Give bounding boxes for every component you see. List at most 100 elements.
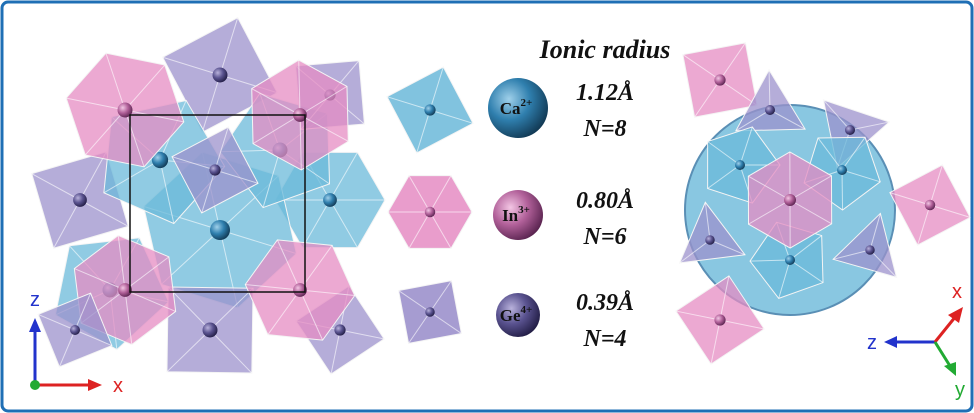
arrow-head [884, 336, 897, 348]
ion-sphere [488, 78, 548, 138]
atom [785, 255, 795, 265]
ion-sphere [493, 190, 543, 240]
polyhedron-edge [299, 85, 348, 116]
polyhedron-edge [219, 17, 239, 76]
polyhedron-edge [276, 239, 301, 291]
polyhedron-edge [339, 329, 385, 340]
polyhedron-edge [124, 256, 170, 291]
polyhedron-edge [299, 114, 349, 142]
polyhedron-edge [166, 329, 211, 373]
polyhedron-edge [329, 199, 358, 248]
atom [209, 164, 221, 176]
polyhedron-edge [869, 213, 881, 251]
polyhedron-edge [429, 66, 444, 111]
atom [202, 322, 218, 338]
polyhedron-edge [416, 109, 431, 154]
polyhedron-edge [429, 280, 452, 313]
polyhedron-edge [429, 311, 462, 334]
ionic-radius: 0.80Å [576, 188, 634, 214]
atom [865, 245, 875, 255]
polyhedron-edge [929, 204, 971, 218]
arrow-head [88, 379, 102, 391]
polyhedron-edge [817, 137, 843, 171]
polyhedron-edge [105, 52, 126, 111]
polyhedron-edge [386, 96, 431, 111]
polyhedron-edge [710, 319, 721, 365]
ionic-radius: 0.39Å [576, 290, 634, 316]
polyhedron-edge [302, 199, 331, 248]
polyhedron-edge [408, 211, 431, 249]
ion-charge: 4+ [521, 304, 533, 316]
polyhedron-edge [159, 159, 175, 224]
polyhedron-edge [429, 211, 452, 249]
polyhedron-edge [675, 310, 721, 321]
ion-label: Ca2+ [500, 97, 533, 118]
arrow-head [944, 362, 956, 376]
atom [845, 125, 855, 135]
ion-label: Ge4+ [500, 304, 533, 325]
ion-symbol: Ca [500, 99, 521, 118]
polyhedron-edge [841, 169, 881, 183]
polyhedron-edge [719, 275, 730, 321]
atom [765, 105, 775, 115]
polyhedron-edge [707, 141, 741, 166]
atom [714, 74, 726, 86]
polyhedron-edge [251, 88, 301, 116]
polyhedron-edge [789, 199, 832, 225]
polyhedron-edge [84, 109, 126, 156]
ion-sphere [496, 293, 540, 337]
atom [784, 194, 796, 206]
polyhedron-edge [74, 329, 113, 347]
polyhedron-edge [209, 287, 254, 331]
polyhedron-edge [739, 126, 753, 166]
polyhedron-edge [167, 286, 211, 331]
polyhedron-edge [833, 249, 871, 260]
polyhedron [734, 69, 806, 132]
legend-title: Ionic radius [539, 35, 671, 64]
polyhedron-edge [719, 79, 758, 106]
polyhedron-edge [709, 239, 746, 256]
axis-label: z [867, 332, 877, 354]
polyhedron-edge [214, 126, 229, 171]
polyhedron-edge [124, 109, 184, 123]
ion-label: In3+ [502, 204, 530, 225]
axis-arrow [933, 341, 952, 367]
polyhedron-edge [298, 60, 301, 116]
atom [837, 165, 847, 175]
polyhedron-edge [429, 175, 452, 213]
polyhedron-edge [429, 109, 474, 124]
polyhedron-edge [299, 114, 302, 170]
ion-symbol: Ge [500, 306, 521, 325]
polyhedron-edge [124, 289, 176, 312]
polyhedron-edge [103, 159, 161, 194]
polyhedron-edge [789, 235, 822, 261]
polyhedron-edge [201, 169, 216, 214]
atom [735, 160, 745, 170]
atom [924, 199, 936, 211]
axis-arrow [933, 315, 958, 343]
polyhedron-edge [201, 74, 221, 133]
atom [117, 102, 133, 118]
polyhedron-edge [778, 259, 791, 299]
polyhedron-edge [58, 329, 76, 368]
polyhedron-edge [768, 69, 771, 111]
polyhedron-edge [769, 109, 806, 130]
axis-label: x [113, 375, 123, 397]
atom [293, 283, 307, 297]
polyhedron-edge [408, 311, 431, 344]
polyhedron-edge [299, 289, 355, 296]
polyhedron-edge [408, 175, 431, 213]
polyhedron-edge [79, 151, 107, 201]
axis-label: y [955, 379, 965, 401]
atom [424, 104, 436, 116]
polyhedron-edge [735, 109, 771, 132]
polyhedron-edge [66, 97, 126, 111]
polyhedron-edge [252, 114, 301, 145]
polyhedron-edge [823, 99, 851, 131]
polyhedron-edge [917, 204, 931, 246]
polyhedron-edge [330, 329, 341, 375]
polyhedron-edge [694, 79, 721, 118]
arrow-head [29, 318, 41, 332]
polyhedron-edge [398, 290, 431, 313]
axis-origin [30, 380, 40, 390]
